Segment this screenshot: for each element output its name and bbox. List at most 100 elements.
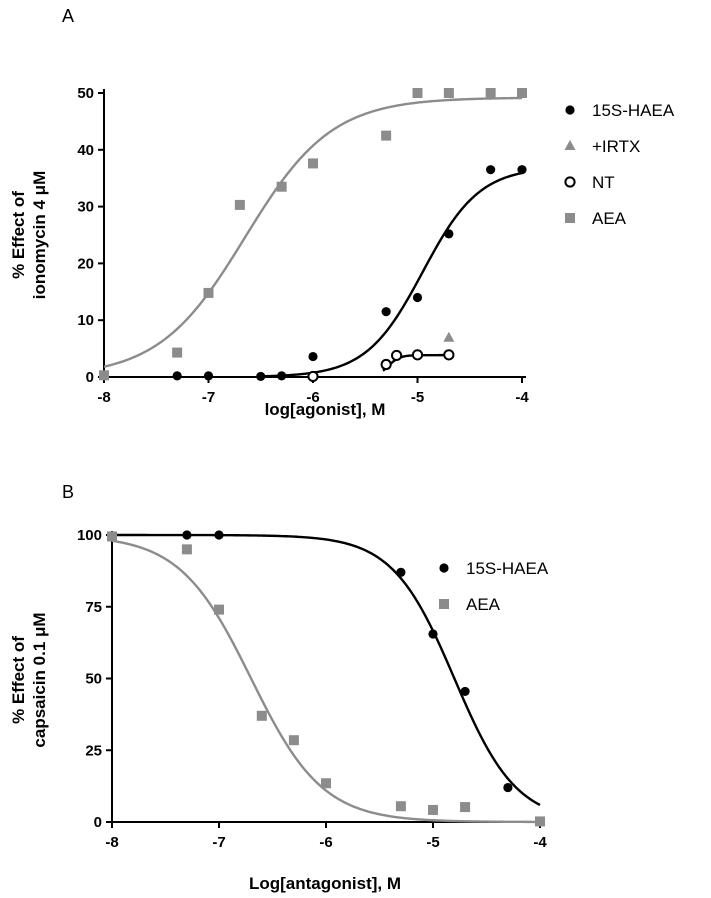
panel-a-x-tick-label: -7 — [202, 389, 215, 406]
panel-a-x-tick-label: -5 — [411, 389, 424, 406]
panel-b-point-aea — [428, 804, 438, 815]
panel-a-data-points — [99, 88, 527, 383]
panel-a-point-nt — [411, 349, 424, 361]
panel-a-y-tick-label: 40 — [77, 142, 94, 159]
panel-a-tick-labels: -8 -7 -6 -5 -4 0 10 20 30 40 50 — [77, 85, 529, 406]
panel-b-point-aea — [535, 816, 545, 827]
panel-b-point-aea — [288, 735, 299, 746]
panel-a-point-15s-haea — [517, 165, 527, 175]
panel-b-point-15s-haea — [460, 686, 470, 697]
panel-a-point-aea — [485, 88, 496, 98]
panel-a-y-axis-label-line1: % Effect of — [9, 191, 28, 279]
panel-a-point-nt — [391, 349, 403, 362]
panel-a-point-aea — [234, 199, 245, 210]
panel-b-x-tick-label: -7 — [212, 834, 225, 851]
panel-b-legend-label-15s-haea: 15S-HAEA — [466, 559, 549, 578]
panel-a-point-15s-haea — [308, 351, 318, 362]
panel-a-point-aea — [172, 347, 183, 358]
panel-a-curve-15s-haea — [260, 171, 523, 378]
panel-a-legend-label-15s-haea: 15S-HAEA — [592, 101, 675, 120]
panel-a-legend-marker-15s-haea — [565, 105, 575, 115]
panel-b-y-axis-label-line1: % Effect of — [9, 636, 28, 724]
panel-b-x-tick-label: -6 — [319, 834, 332, 851]
panel-b-point-aea — [107, 531, 117, 542]
panel-b-curve-aea — [111, 539, 541, 824]
panel-a-point-15s-haea — [256, 371, 266, 382]
panel-b-y-tick-label: 25 — [85, 742, 102, 759]
panel-a-point-15s-haea — [444, 229, 454, 239]
panel-b-legend-marker-15s-haea — [439, 563, 449, 573]
panel-b-point-aea — [256, 710, 267, 721]
panel-a-legend: 15S-HAEA +IRTX NT AEA — [564, 101, 675, 228]
panel-a-point-nt — [307, 370, 319, 383]
panel-b-x-tick-label: -8 — [105, 834, 118, 851]
panel-b-point-15s-haea — [503, 782, 513, 793]
panel-a-y-tick-label: 20 — [77, 255, 94, 272]
panel-a-point-15s-haea — [172, 371, 182, 381]
panel-b-y-tick-label: 0 — [94, 814, 102, 831]
panel-a-axes — [98, 89, 526, 383]
panel-b-legend-label-aea: AEA — [466, 595, 501, 614]
panel-a-point-aea — [443, 88, 454, 98]
panel-b-legend: 15S-HAEA AEA — [439, 559, 549, 614]
panel-a-point-aea — [517, 88, 527, 98]
panel-a-point-aea — [276, 181, 287, 192]
panel-a-point-aea — [308, 158, 318, 169]
panel-b-x-tick-label: -5 — [426, 834, 439, 851]
panel-b-y-axis-label: % Effect of capsaicin 0.1 μM — [9, 612, 49, 747]
panel-a-legend-marker-irtx — [564, 140, 576, 150]
panel-b-data-points — [107, 530, 545, 827]
panel-a-point-aea — [412, 88, 423, 98]
panel-a-point-aea — [99, 370, 109, 381]
panel-a-x-tick-label: -8 — [97, 389, 110, 406]
panel-b-tick-labels: -8 -7 -6 -5 -4 0 25 50 75 100 — [77, 527, 547, 851]
panel-a-point-15s-haea — [381, 307, 391, 317]
panel-a-legend-label-irtx: +IRTX — [592, 137, 640, 156]
chart-panel-b: B -8 -7 -6 -5 -4 0 25 50 75 100 Log[antagonist], … — [9, 482, 549, 893]
panel-a-x-tick-label: -6 — [306, 389, 319, 406]
panel-b-legend-marker-aea — [439, 599, 449, 609]
panel-a-point-irtx — [443, 331, 455, 342]
panel-a-legend-marker-aea — [565, 213, 575, 223]
panel-a-y-axis-label: % Effect of ionomycin 4 μM — [9, 171, 49, 299]
panel-a-label: A — [62, 6, 74, 26]
panel-a-y-axis-label-line2: ionomycin 4 μM — [30, 171, 49, 299]
panel-a-y-tick-label: 0 — [86, 369, 94, 386]
panel-a-legend-marker-nt — [564, 176, 576, 188]
panel-a-y-tick-label: 30 — [77, 199, 94, 216]
panel-a-curve-aea — [103, 96, 523, 368]
panel-b-y-tick-label: 75 — [85, 599, 102, 616]
panel-a-x-tick-label: -4 — [515, 389, 529, 406]
panel-b-y-tick-label: 100 — [77, 527, 102, 544]
panel-a-point-nt — [443, 349, 455, 361]
panel-b-point-15s-haea — [182, 530, 192, 540]
panel-a-legend-label-aea: AEA — [592, 209, 627, 228]
panel-b-point-15s-haea — [396, 567, 406, 577]
panel-a-point-nt — [380, 358, 392, 371]
panel-b-point-aea — [214, 604, 224, 615]
panel-b-x-axis-label: Log[antagonist], M — [249, 874, 401, 893]
panel-b-y-tick-label: 50 — [85, 671, 102, 688]
panel-a-point-aea — [381, 130, 392, 141]
panel-b-point-aea — [460, 802, 471, 813]
panel-b-point-aea — [321, 778, 331, 789]
panel-a-legend-label-nt: NT — [592, 173, 615, 192]
panel-a-point-aea — [203, 287, 214, 298]
panel-a-point-15s-haea — [486, 165, 496, 175]
panel-a-y-tick-label: 50 — [77, 85, 94, 102]
panel-b-point-aea — [181, 544, 192, 555]
panel-b-label: B — [62, 482, 74, 502]
panel-a-point-15s-haea — [277, 371, 287, 381]
panel-a-fit-curves — [103, 96, 523, 378]
panel-b-point-15s-haea — [214, 530, 224, 540]
panel-b-point-aea — [395, 801, 406, 812]
panel-b-y-axis-label-line2: capsaicin 0.1 μM — [30, 612, 49, 747]
panel-a-point-15s-haea — [412, 292, 423, 303]
panel-a-x-axis-label: log[agonist], M — [265, 400, 386, 419]
panel-b-point-15s-haea — [428, 629, 438, 639]
panel-a-point-15s-haea — [203, 371, 214, 381]
panel-a-y-tick-label: 10 — [77, 312, 94, 329]
panel-b-x-tick-label: -4 — [533, 834, 547, 851]
